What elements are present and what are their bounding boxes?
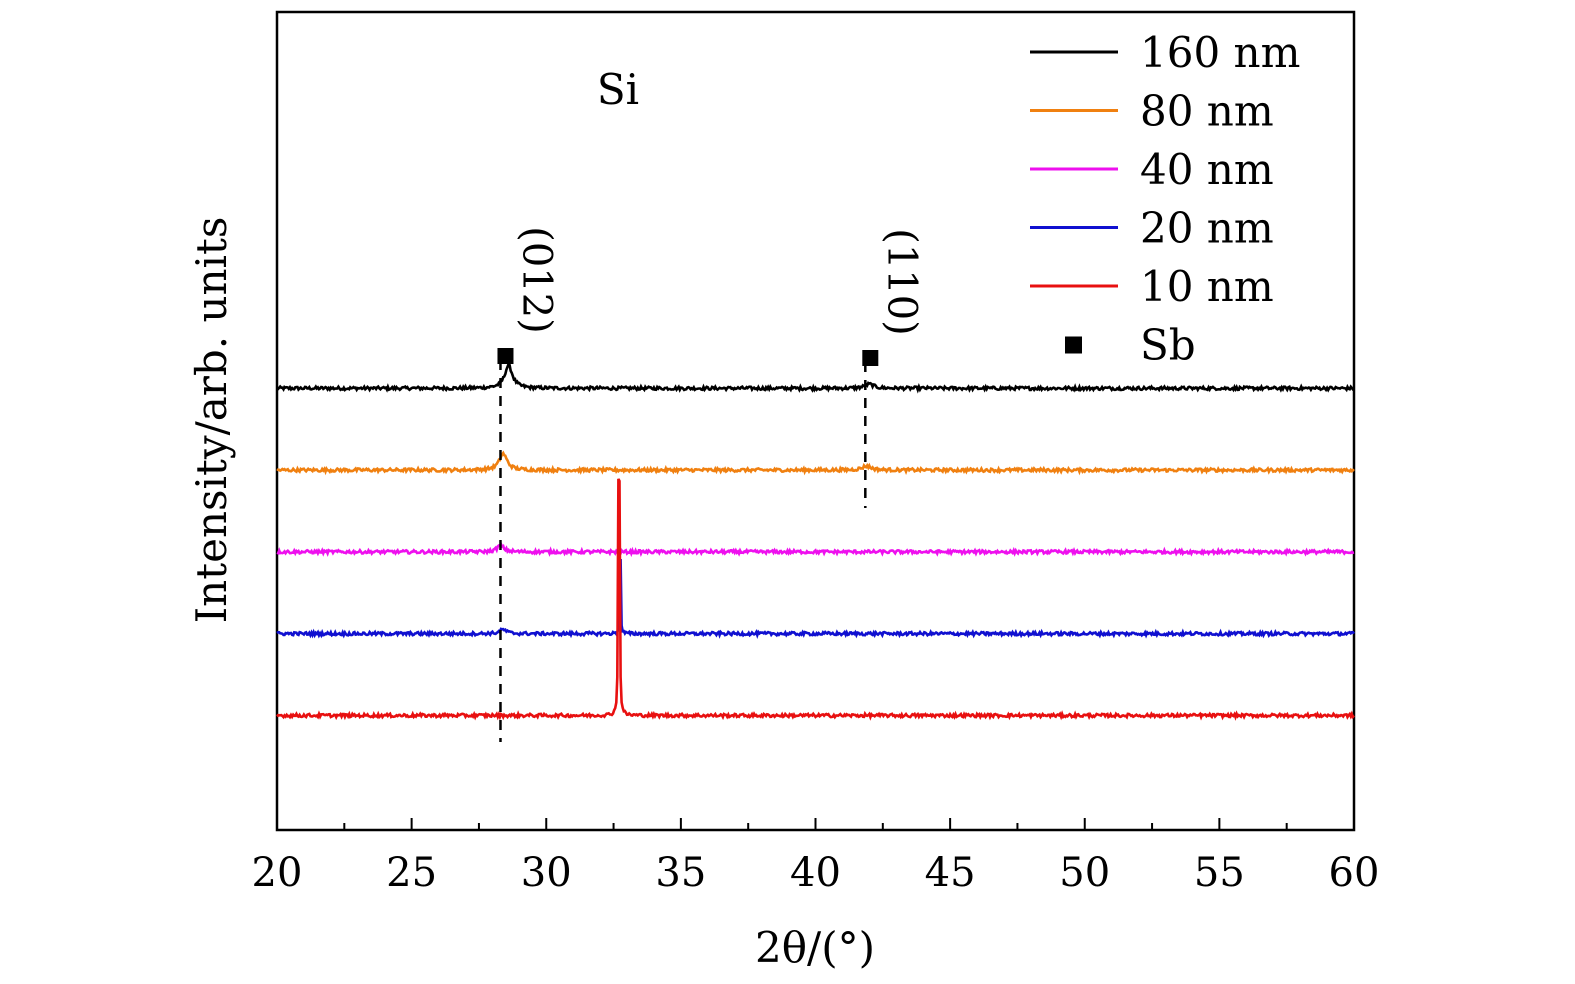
sb-marker-1: [862, 350, 879, 366]
legend-label-5: Sb: [1140, 321, 1196, 370]
legend: 160 nm 80 nm 40 nm 20 nm 10 nm Sb: [1030, 28, 1300, 370]
reference-lines: (012) (110): [497, 226, 924, 742]
x-tick-label: 30: [521, 850, 572, 896]
legend-label-3: 20 nm: [1140, 204, 1274, 253]
x-tick-label: 35: [655, 850, 706, 896]
x-tick-label: 40: [790, 850, 841, 896]
series-line-2: [276, 542, 1355, 558]
x-axis-label: 2θ/(°): [755, 923, 875, 972]
x-tick-label: 50: [1059, 850, 1110, 896]
legend-label-0: 160 nm: [1140, 28, 1300, 77]
series-line-3: [276, 558, 1356, 640]
legend-swatch-5: [1065, 336, 1082, 354]
x-tick-label: 55: [1194, 850, 1245, 896]
x-tick-label: 25: [386, 850, 437, 896]
series-layer: [276, 361, 1356, 721]
series-line-0: [276, 361, 1355, 394]
hkl-label-0: (012): [513, 226, 559, 334]
legend-label-4: 10 nm: [1140, 262, 1274, 311]
x-tick-label: 45: [925, 850, 976, 896]
sb-marker-0: [497, 348, 514, 364]
series-line-1: [276, 450, 1355, 476]
x-tick-label: 60: [1329, 850, 1380, 896]
y-axis-label: Intensity/arb. units: [187, 217, 236, 624]
legend-label-1: 80 nm: [1140, 87, 1274, 136]
legend-label-2: 40 nm: [1140, 145, 1274, 194]
x-tick-label: 20: [252, 850, 303, 896]
hkl-label-1: (110): [878, 228, 924, 336]
series-line-4: [276, 478, 1355, 721]
si-peak-label: Si: [597, 65, 639, 114]
x-axis-ticks: 20 25 30 35 40 45 50 55 60: [252, 818, 1380, 896]
